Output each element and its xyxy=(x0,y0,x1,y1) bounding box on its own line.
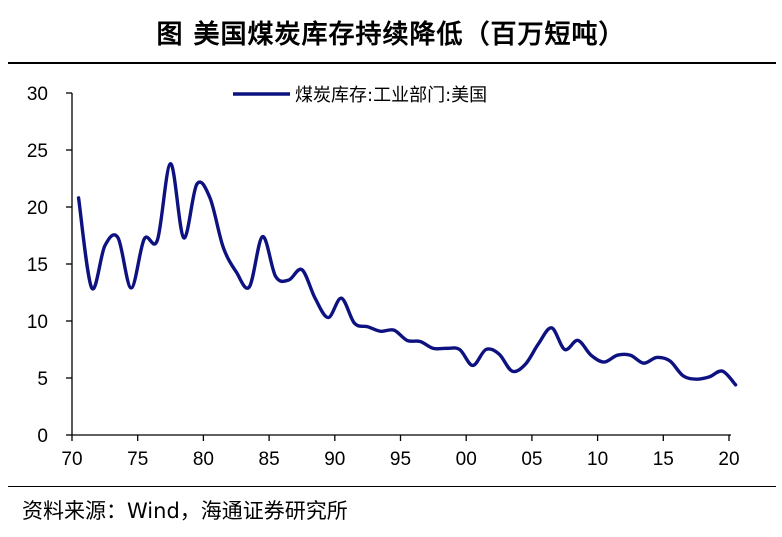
chart-legend: 煤炭库存:工业部门:美国 xyxy=(233,85,487,106)
chart-title-text: 图 美国煤炭库存持续降低（百万短吨） xyxy=(156,19,626,50)
x-tick-label: 10 xyxy=(587,449,608,470)
y-tick-label: 15 xyxy=(27,255,48,276)
title-divider xyxy=(8,62,776,64)
source-label: 资料来源： xyxy=(22,499,127,523)
x-tick-label: 20 xyxy=(718,449,739,470)
chart-axes xyxy=(71,93,731,436)
y-tick-label: 25 xyxy=(27,141,48,162)
x-tick-label: 00 xyxy=(456,449,477,470)
chart-title: 图 美国煤炭库存持续降低（百万短吨） xyxy=(8,6,774,58)
x-tick-label: 80 xyxy=(193,449,214,470)
y-tick-label: 10 xyxy=(27,312,48,333)
footer-divider xyxy=(8,486,776,487)
y-tick-label: 0 xyxy=(37,426,48,447)
x-tick-label: 05 xyxy=(521,449,542,470)
series-line-coal-stock xyxy=(76,161,738,387)
x-tick-label: 95 xyxy=(390,449,411,470)
x-tick-label: 15 xyxy=(653,449,674,470)
x-tick-label: 75 xyxy=(127,449,148,470)
y-tick-label: 30 xyxy=(27,84,48,105)
x-tick-label: 70 xyxy=(61,449,82,470)
source-note: 资料来源：Wind，海通证券研究所 xyxy=(22,495,348,525)
y-tick-label: 5 xyxy=(37,369,48,390)
x-tick-label: 85 xyxy=(259,449,280,470)
chart-series xyxy=(76,161,738,387)
source-value: Wind，海通证券研究所 xyxy=(127,499,348,523)
x-tick-label: 90 xyxy=(324,449,345,470)
legend-label: 煤炭库存:工业部门:美国 xyxy=(295,85,487,106)
y-tick-label: 20 xyxy=(27,198,48,219)
